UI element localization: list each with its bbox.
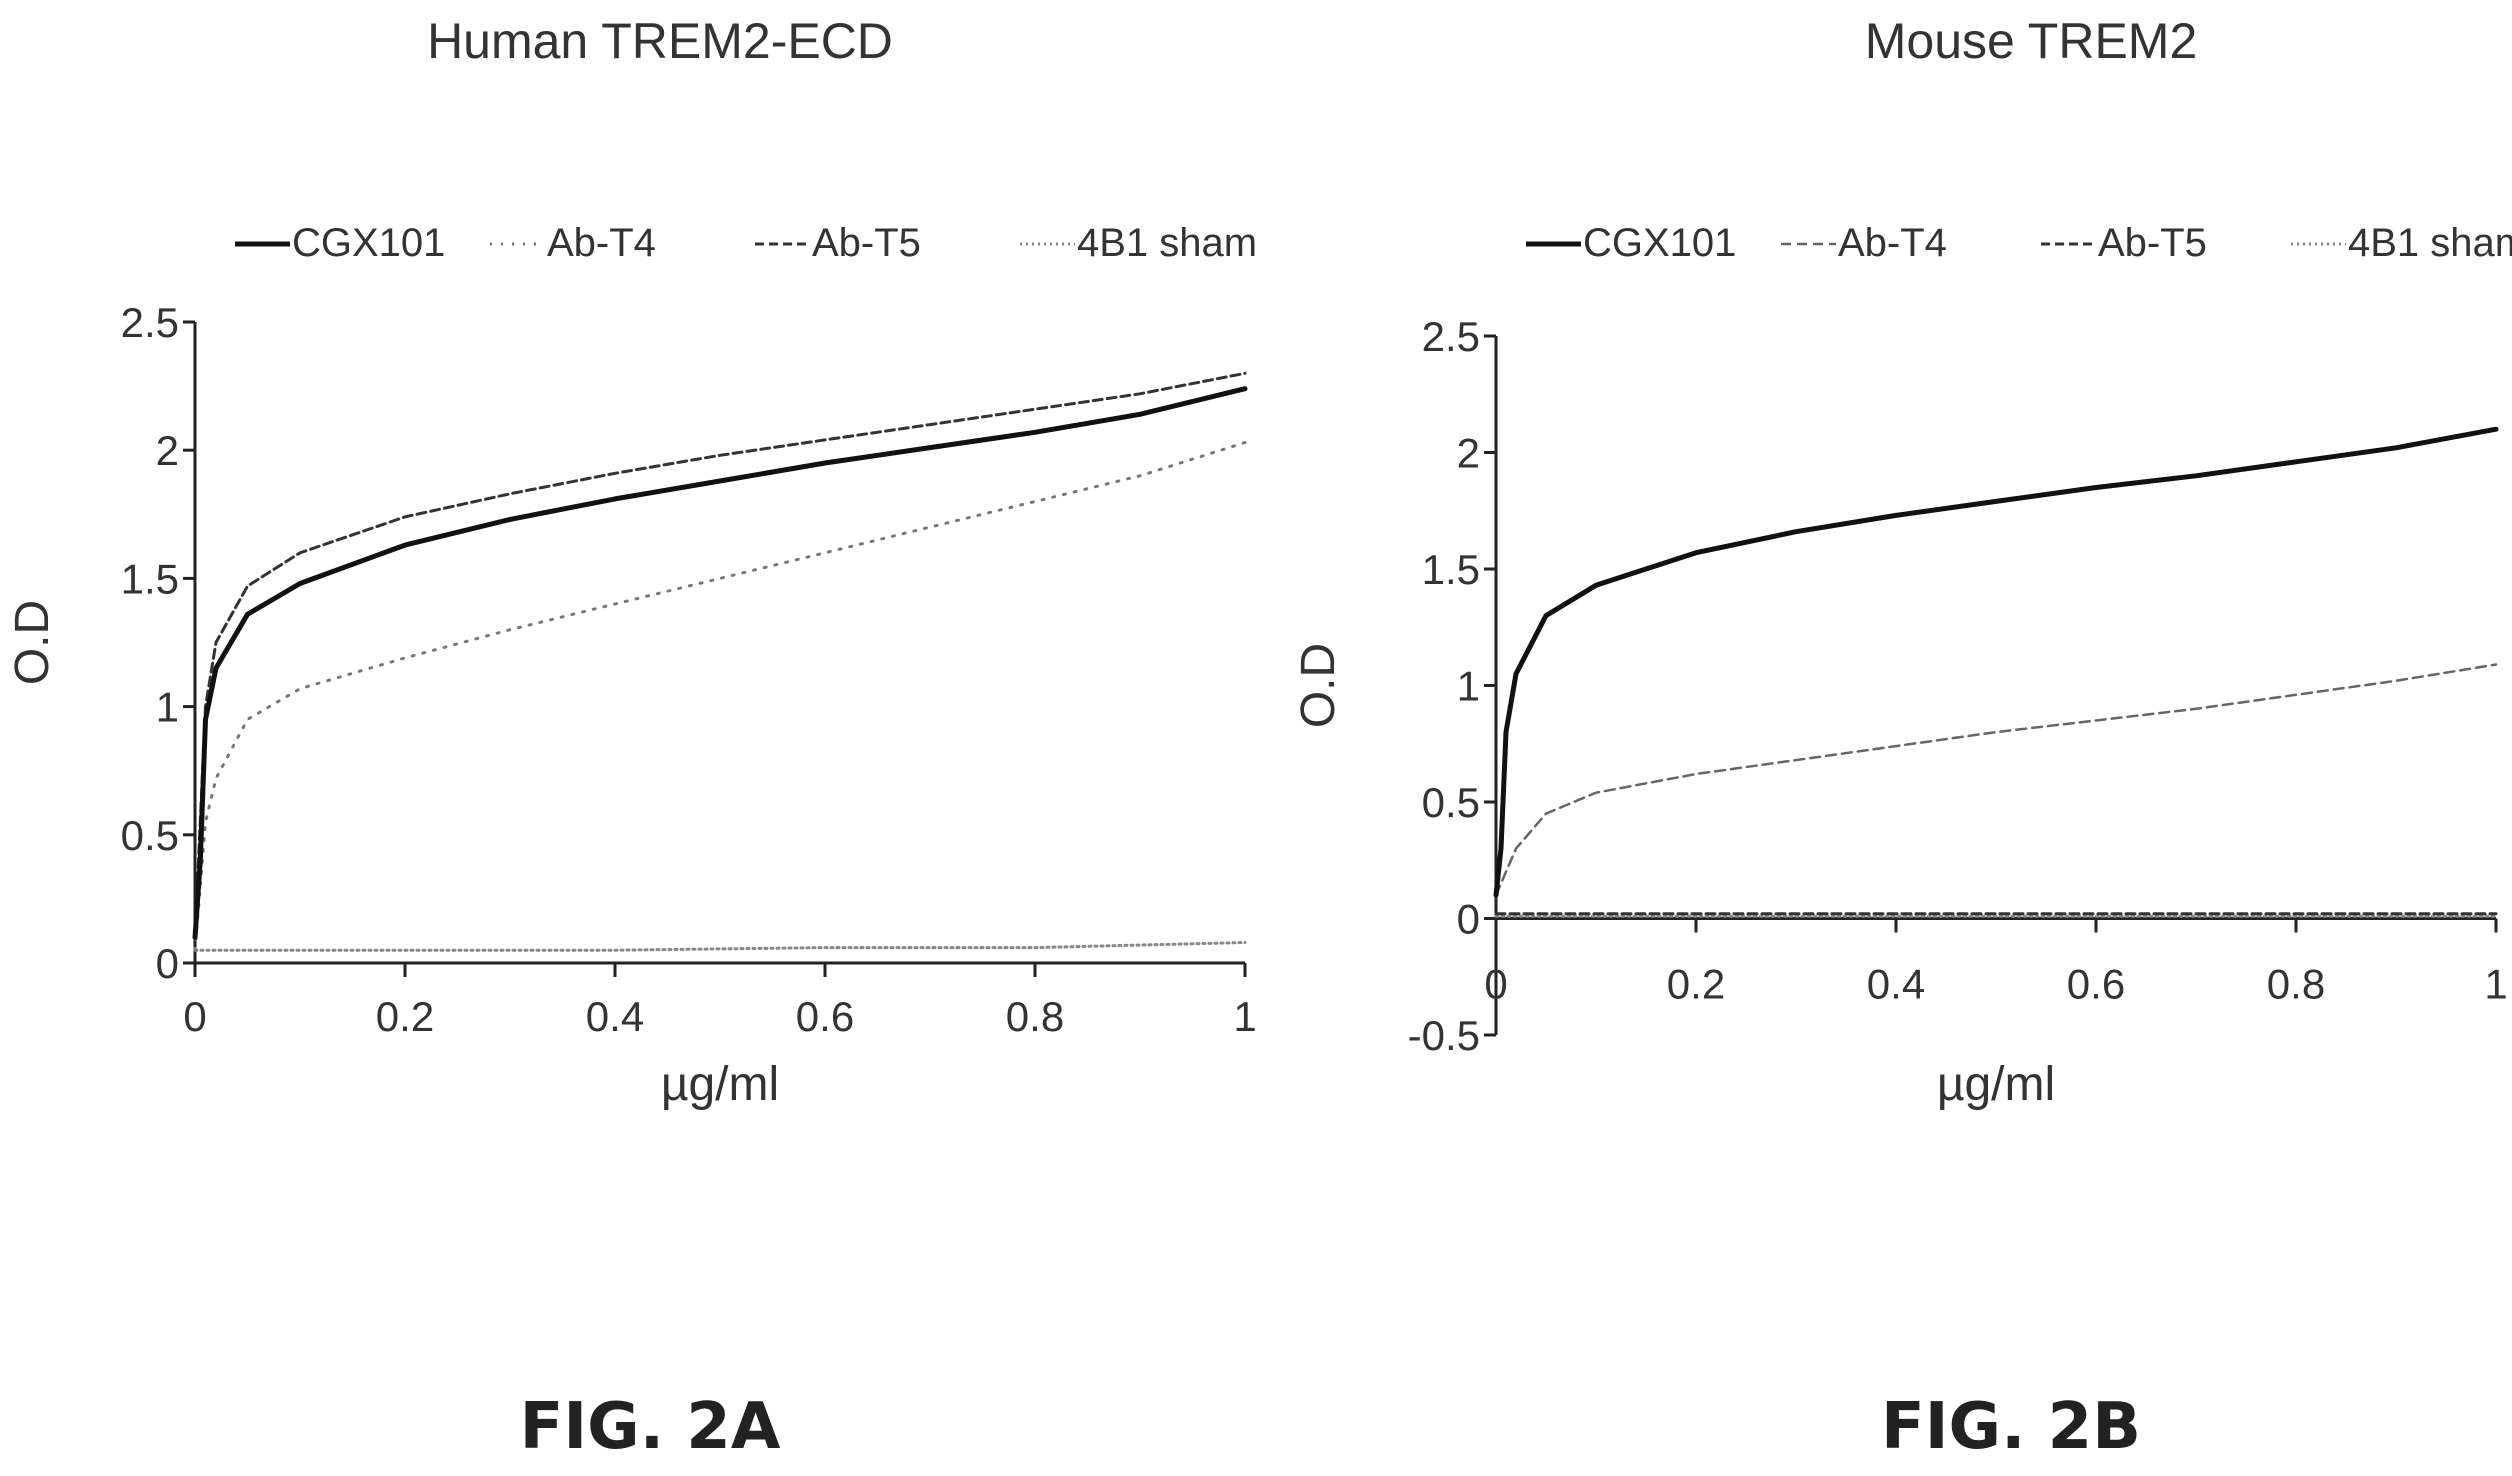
chart-title: Mouse TREM2 (1865, 13, 2198, 69)
x-tick-label: 1 (1233, 993, 1256, 1040)
x-tick-label: 0 (183, 993, 206, 1040)
legend-label-1: Ab-T4 (1838, 221, 1947, 265)
y-tick-label: 0.5 (1422, 779, 1480, 826)
legend-label-2: Ab-T5 (812, 221, 921, 265)
y-tick-label: 0 (1457, 896, 1480, 943)
series-line-cgx101 (1493, 426, 2499, 898)
y-tick-label: 2 (1457, 430, 1480, 477)
legend-label-0: CGX101 (292, 221, 445, 265)
y-axis-label: O.D (6, 600, 59, 685)
series-line-4b1-sham (193, 941, 1247, 952)
y-axis-label: O.D (1292, 643, 1345, 728)
x-tick-label: 0.8 (2267, 961, 2325, 1008)
y-tick-label: 1.5 (1422, 546, 1480, 593)
y-tick-label: 0 (156, 940, 179, 987)
x-tick-label: 0.2 (1667, 961, 1725, 1008)
y-tick-label: 1 (1457, 663, 1480, 710)
x-tick-label: 0.6 (796, 993, 854, 1040)
chart-title: Human TREM2-ECD (427, 13, 893, 69)
x-tick-label: 1 (2484, 961, 2507, 1008)
figure-label: FIG. 2A (520, 1390, 781, 1464)
y-tick-label: 0.5 (121, 812, 179, 859)
legend-label-3: 4B1 sham (1077, 221, 1257, 265)
series-line-cgx101 (192, 386, 1248, 940)
legend-label-1: Ab-T4 (547, 221, 656, 265)
legend-label-0: CGX101 (1583, 221, 1736, 265)
y-tick-label: 2 (156, 427, 179, 474)
x-tick-label: 0.2 (376, 993, 434, 1040)
chart-panel-mouse: Mouse TREM2 CGX101 Ab-T4 Ab-T5 4B1 sham -0.5 0… (1256, 0, 2512, 1476)
series-line-ab-t4 (193, 441, 1247, 952)
series-line-ab-t4 (1494, 663, 2498, 897)
y-tick-label: -0.5 (1408, 1012, 1480, 1059)
legend-label-3: 4B1 sham (2348, 221, 2512, 265)
x-axis-label: µg/ml (1937, 1058, 2055, 1111)
y-tick-label: 2.5 (121, 299, 179, 346)
x-tick-label: 0 (1484, 961, 1507, 1008)
chart-svg-0: Human TREM2-ECD CGX101 Ab-T4 Ab-T5 4B1 sham 0… (6, 13, 1257, 1464)
x-axis-label: µg/ml (661, 1058, 779, 1111)
y-tick-label: 1.5 (121, 555, 179, 602)
figure-label: FIG. 2B (1881, 1390, 2141, 1464)
y-tick-label: 1 (156, 684, 179, 731)
legend-label-2: Ab-T5 (2098, 221, 2207, 265)
x-tick-label: 0.4 (586, 993, 644, 1040)
chart-panel-human: Human TREM2-ECD CGX101 Ab-T4 Ab-T5 4B1 sham 0… (6, 13, 1257, 1464)
y-tick-label: 2.5 (1422, 313, 1480, 360)
x-tick-label: 0.8 (1006, 993, 1064, 1040)
x-tick-label: 0.6 (2067, 961, 2125, 1008)
x-tick-label: 0.4 (1867, 961, 1925, 1008)
series-line-ab-t5 (193, 371, 1247, 939)
